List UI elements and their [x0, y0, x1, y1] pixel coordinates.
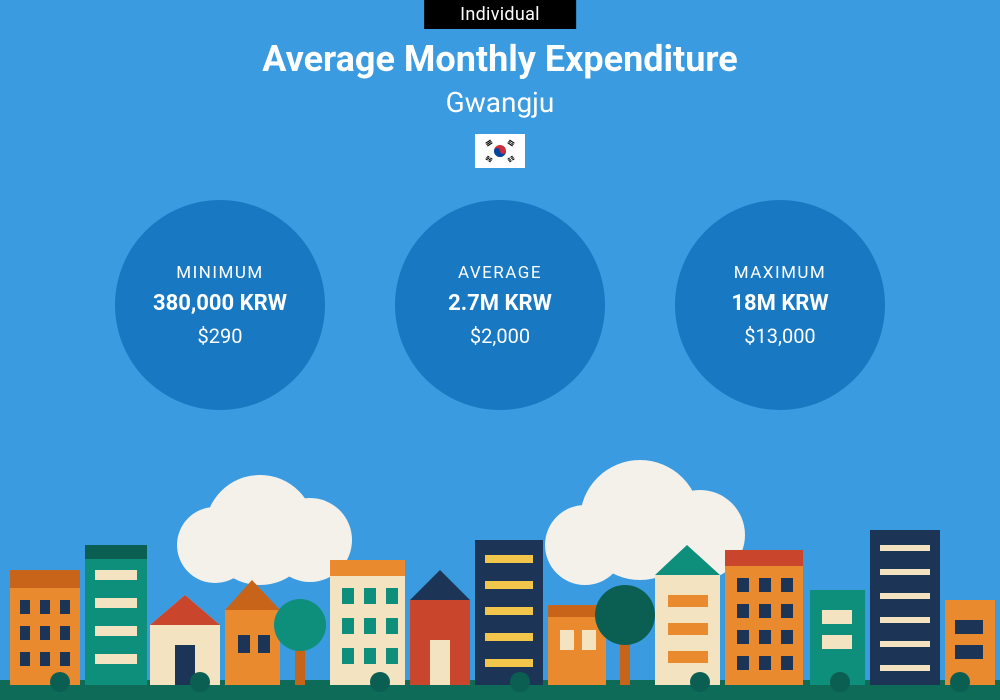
stat-value-usd: $290: [198, 324, 243, 348]
stat-average: AVERAGE 2.7M KRW $2,000: [395, 200, 605, 410]
stat-value-usd: $13,000: [744, 324, 815, 348]
cityscape-illustration: [0, 450, 1000, 700]
stat-value-krw: 380,000 KRW: [153, 291, 287, 316]
page-title: Average Monthly Expenditure: [0, 38, 1000, 80]
city-name: Gwangju: [0, 86, 1000, 119]
category-badge: Individual: [424, 0, 576, 29]
stat-value-krw: 18M KRW: [731, 291, 828, 316]
stat-label: MAXIMUM: [734, 263, 827, 283]
flag-south-korea: [475, 134, 525, 168]
stat-label: MINIMUM: [176, 263, 263, 283]
stat-value-krw: 2.7M KRW: [448, 291, 552, 316]
stats-row: MINIMUM 380,000 KRW $290 AVERAGE 2.7M KR…: [0, 200, 1000, 410]
stat-value-usd: $2,000: [470, 324, 530, 348]
stat-maximum: MAXIMUM 18M KRW $13,000: [675, 200, 885, 410]
stat-minimum: MINIMUM 380,000 KRW $290: [115, 200, 325, 410]
stat-label: AVERAGE: [458, 263, 542, 283]
